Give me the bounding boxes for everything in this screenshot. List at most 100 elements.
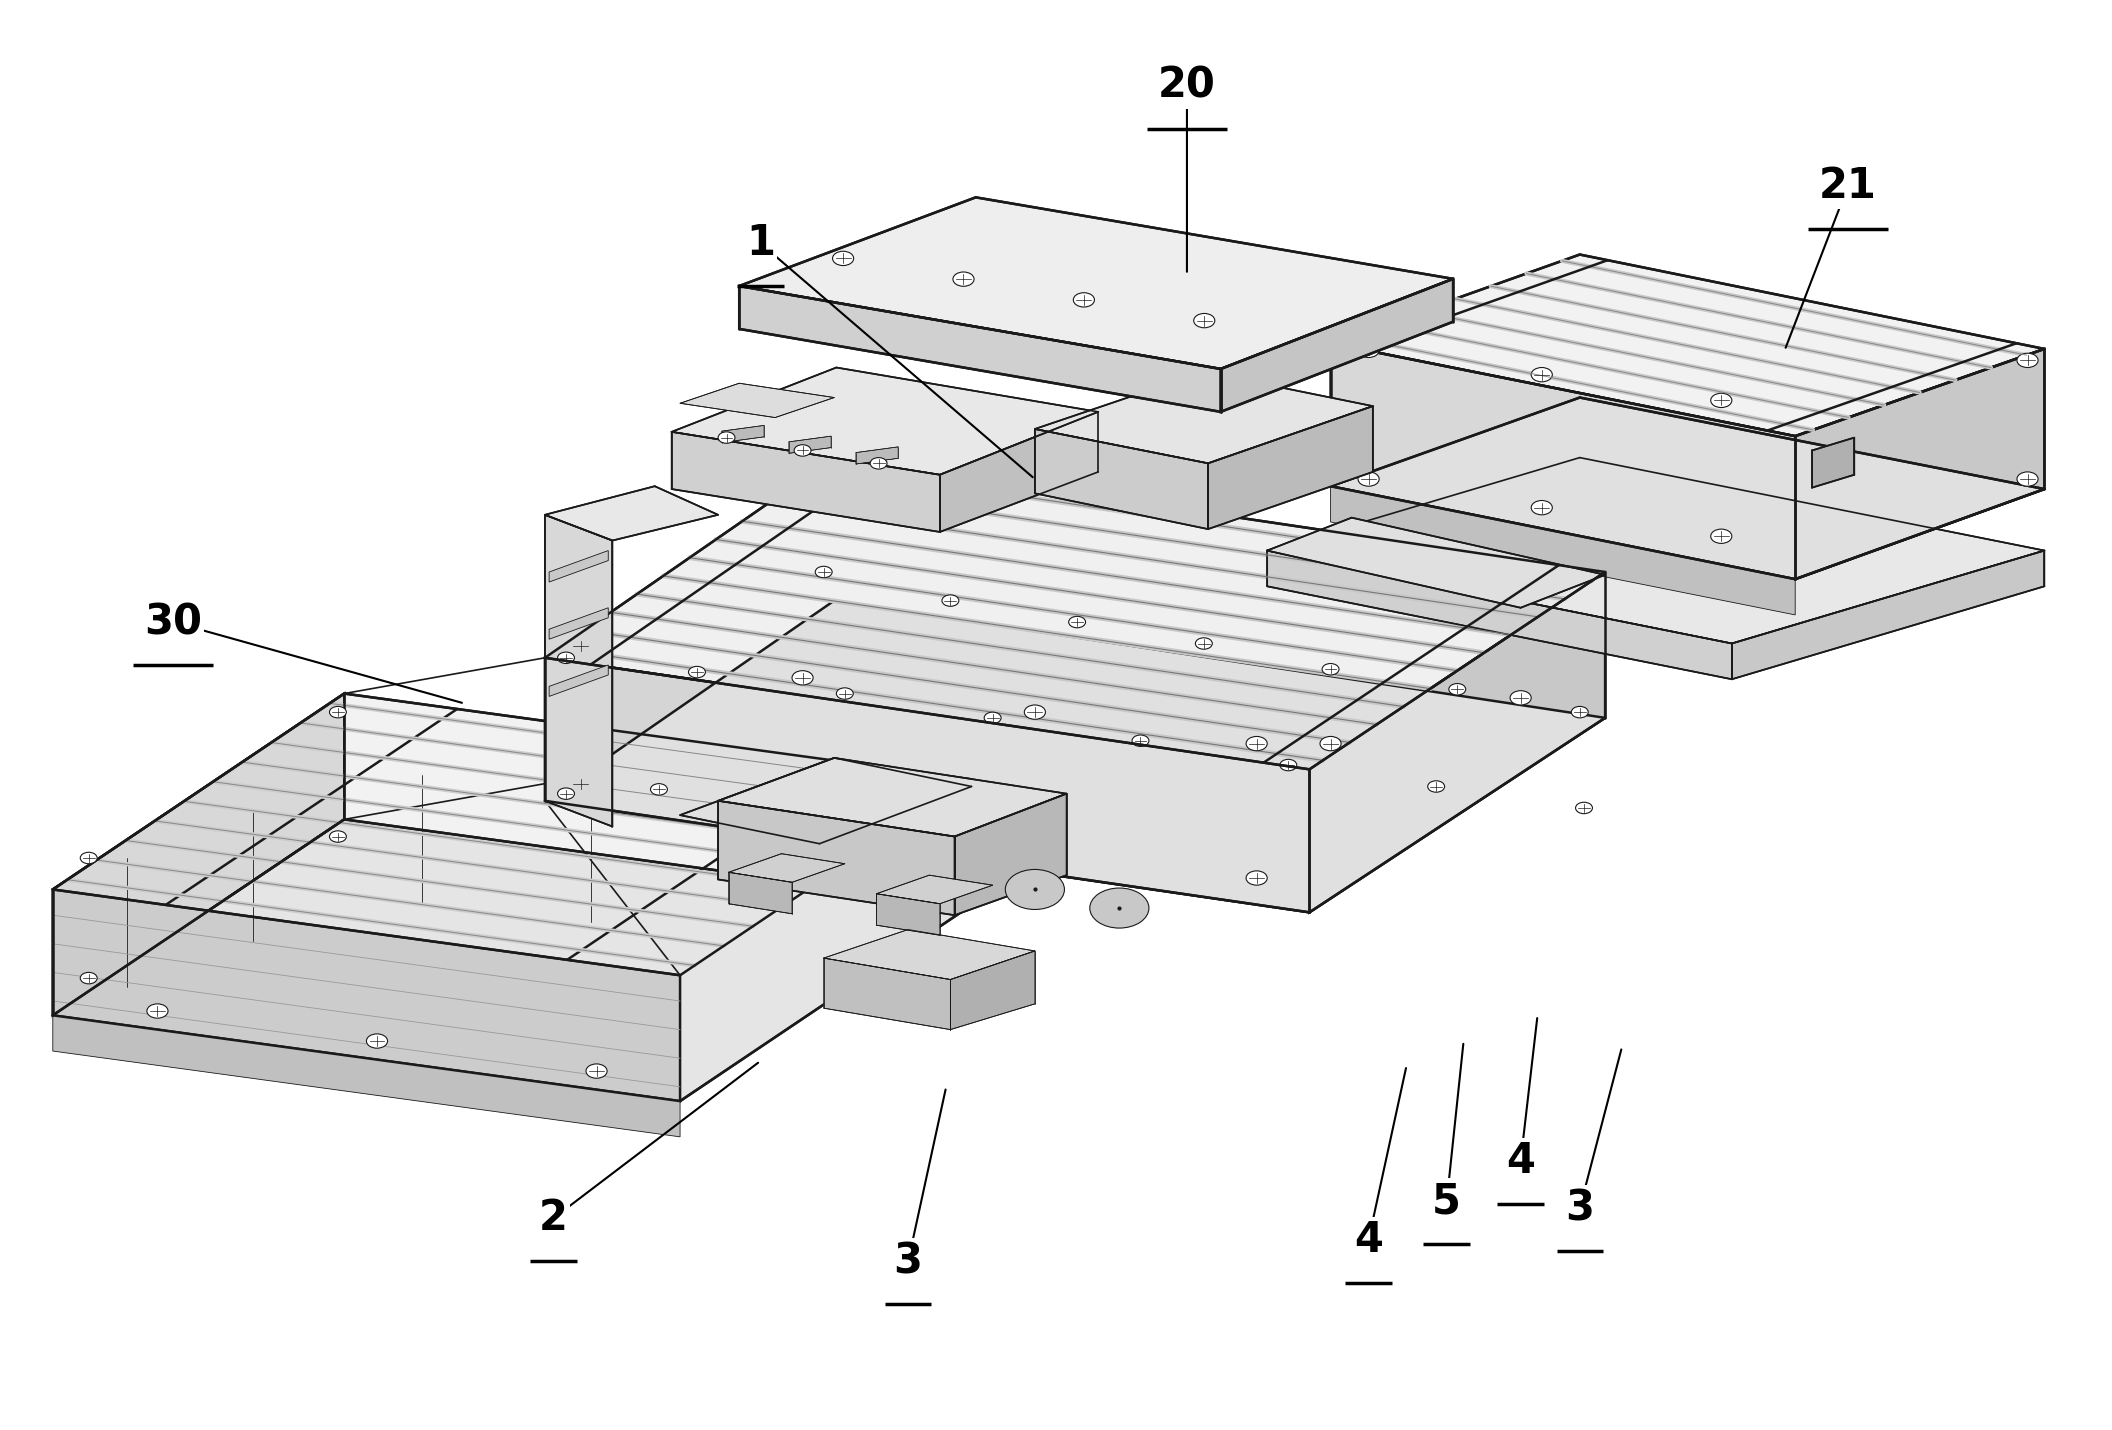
- Polygon shape: [718, 758, 1067, 837]
- Circle shape: [1322, 664, 1339, 675]
- Circle shape: [718, 432, 735, 443]
- Circle shape: [1132, 735, 1149, 746]
- Circle shape: [1358, 472, 1379, 486]
- Circle shape: [1193, 313, 1214, 327]
- Circle shape: [148, 1004, 169, 1018]
- Polygon shape: [549, 551, 608, 582]
- Polygon shape: [545, 658, 1309, 912]
- Polygon shape: [1267, 458, 2044, 644]
- Polygon shape: [1267, 518, 1605, 608]
- Text: 30: 30: [144, 601, 203, 644]
- Polygon shape: [729, 854, 845, 882]
- Circle shape: [1711, 529, 1732, 543]
- Polygon shape: [790, 436, 832, 453]
- Polygon shape: [1221, 279, 1453, 412]
- Text: 4: 4: [1354, 1218, 1383, 1261]
- Circle shape: [558, 788, 574, 799]
- Text: 3: 3: [1565, 1187, 1595, 1230]
- Circle shape: [1320, 736, 1341, 751]
- Polygon shape: [1331, 398, 2044, 579]
- Polygon shape: [1035, 372, 1373, 463]
- Circle shape: [1449, 684, 1466, 695]
- Polygon shape: [739, 286, 1221, 412]
- Circle shape: [1571, 706, 1588, 718]
- Circle shape: [1024, 705, 1045, 719]
- Circle shape: [650, 784, 667, 795]
- Polygon shape: [545, 458, 1605, 769]
- Polygon shape: [1309, 572, 1605, 912]
- Circle shape: [815, 566, 832, 578]
- Circle shape: [984, 712, 1001, 724]
- Polygon shape: [824, 930, 1035, 980]
- Circle shape: [570, 776, 591, 791]
- Polygon shape: [53, 1015, 680, 1137]
- Circle shape: [1531, 368, 1552, 382]
- Polygon shape: [940, 412, 1098, 532]
- Polygon shape: [549, 665, 608, 696]
- Polygon shape: [1035, 429, 1208, 529]
- Polygon shape: [545, 515, 612, 827]
- Polygon shape: [876, 894, 940, 935]
- Polygon shape: [53, 819, 972, 1101]
- Circle shape: [1246, 871, 1267, 885]
- Circle shape: [1576, 802, 1592, 814]
- Circle shape: [1531, 500, 1552, 515]
- Text: 3: 3: [893, 1240, 923, 1283]
- Circle shape: [1195, 638, 1212, 649]
- Polygon shape: [1208, 406, 1373, 529]
- Circle shape: [1510, 691, 1531, 705]
- Circle shape: [792, 671, 813, 685]
- Circle shape: [329, 831, 346, 842]
- Polygon shape: [718, 801, 955, 915]
- Circle shape: [832, 252, 853, 266]
- Polygon shape: [680, 758, 972, 844]
- Circle shape: [1024, 839, 1045, 854]
- Polygon shape: [739, 197, 1453, 369]
- Circle shape: [329, 706, 346, 718]
- Circle shape: [2017, 353, 2038, 368]
- Polygon shape: [680, 383, 834, 418]
- Circle shape: [1069, 616, 1086, 628]
- Text: 1: 1: [746, 222, 775, 265]
- Polygon shape: [672, 432, 940, 532]
- Polygon shape: [722, 426, 765, 443]
- Polygon shape: [1812, 438, 1854, 488]
- Circle shape: [953, 272, 974, 286]
- Polygon shape: [1795, 349, 2044, 579]
- Circle shape: [792, 808, 813, 822]
- Circle shape: [585, 1064, 606, 1078]
- Circle shape: [794, 445, 811, 456]
- Polygon shape: [855, 448, 898, 465]
- Polygon shape: [53, 694, 344, 1015]
- Circle shape: [570, 639, 591, 654]
- Circle shape: [1090, 888, 1149, 928]
- Polygon shape: [549, 608, 608, 639]
- Circle shape: [1711, 393, 1732, 408]
- Polygon shape: [53, 694, 972, 975]
- Text: 4: 4: [1506, 1140, 1535, 1183]
- Circle shape: [1246, 736, 1267, 751]
- Text: 5: 5: [1432, 1180, 1462, 1223]
- Circle shape: [558, 652, 574, 664]
- Polygon shape: [1331, 486, 1795, 615]
- Polygon shape: [1331, 255, 2044, 436]
- Text: 2: 2: [539, 1197, 568, 1240]
- Polygon shape: [876, 875, 993, 904]
- Polygon shape: [950, 951, 1035, 1030]
- Circle shape: [1280, 759, 1297, 771]
- Circle shape: [1428, 781, 1445, 792]
- Circle shape: [1005, 869, 1064, 909]
- Circle shape: [367, 1034, 389, 1048]
- Polygon shape: [545, 601, 1605, 912]
- Circle shape: [870, 458, 887, 469]
- Circle shape: [80, 972, 97, 984]
- Polygon shape: [824, 958, 950, 1030]
- Polygon shape: [53, 889, 680, 1101]
- Polygon shape: [672, 368, 1098, 475]
- Text: 20: 20: [1157, 64, 1217, 107]
- Text: 21: 21: [1818, 164, 1878, 207]
- Polygon shape: [1331, 343, 1795, 579]
- Circle shape: [2017, 472, 2038, 486]
- Polygon shape: [1267, 551, 1732, 679]
- Polygon shape: [955, 794, 1067, 915]
